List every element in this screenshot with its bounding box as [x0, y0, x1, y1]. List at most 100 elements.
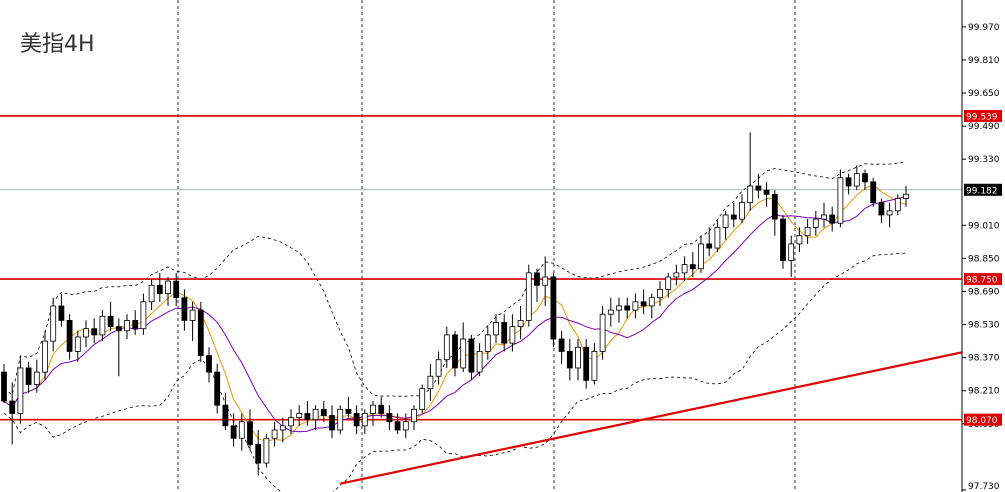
candle-body-67: [550, 276, 557, 340]
candle-71: [583, 339, 590, 389]
candle-84: [689, 252, 696, 278]
candle-body-5: [42, 340, 48, 373]
candle-67: [550, 272, 557, 348]
y-tick-label-4: 99.330: [968, 155, 1000, 165]
candle-body-87: [714, 226, 721, 249]
candle-73: [599, 305, 606, 360]
candle-body-30: [247, 421, 253, 445]
candle-body-13: [107, 315, 114, 328]
candle-30: [247, 409, 253, 451]
candle-body-109: [894, 198, 901, 212]
candle-body-79: [648, 297, 655, 307]
candle-body-27: [222, 404, 229, 427]
candle-43: [353, 405, 360, 435]
candle-body-1: [9, 400, 16, 414]
candle-body-0: [1, 371, 7, 402]
candle-35: [288, 409, 294, 435]
candle-102: [837, 169, 844, 228]
candle-65: [534, 268, 540, 302]
candle-77: [632, 293, 639, 319]
candle-8: [66, 314, 73, 360]
candle-body-51: [419, 388, 426, 410]
candle-body-80: [657, 289, 663, 299]
candle-body-35: [288, 417, 294, 427]
candle-body-24: [197, 309, 204, 356]
candle-body-14: [115, 326, 122, 332]
candle-body-6: [50, 305, 57, 342]
candle-47: [386, 405, 393, 430]
candle-body-44: [361, 413, 368, 427]
level-tag-1-bg: [964, 273, 1002, 286]
candle-body-97: [796, 235, 803, 245]
candle-40: [329, 405, 335, 439]
candle-64: [525, 264, 532, 327]
candle-63: [517, 305, 524, 340]
candle-body-110: [903, 193, 909, 199]
y-tick-label-9: 98.370: [968, 354, 1000, 364]
candle-body-49: [402, 421, 409, 431]
candle-4: [33, 359, 40, 393]
candle-body-88: [722, 214, 729, 228]
candle-body-96: [788, 243, 795, 261]
candle-body-20: [165, 280, 171, 294]
candle-9: [74, 330, 81, 362]
candle-95: [780, 214, 786, 269]
candle-body-18: [148, 284, 155, 303]
candle-91: [747, 132, 754, 211]
candle-14: [115, 318, 122, 377]
y-tick-label-6: 98.850: [968, 254, 1000, 264]
candle-48: [394, 413, 401, 435]
y-tick-label-3: 99.490: [968, 122, 1000, 132]
candle-101: [829, 206, 836, 232]
candle-76: [624, 297, 631, 319]
candle-body-47: [386, 413, 393, 423]
candle-87: [714, 219, 721, 253]
candle-body-93: [763, 189, 770, 195]
candle-56: [460, 322, 467, 373]
candle-55: [452, 330, 458, 377]
candle-body-39: [320, 408, 327, 416]
candle-0: [1, 363, 7, 404]
candle-29: [238, 413, 245, 451]
candle-66: [542, 256, 549, 306]
candle-11: [91, 318, 98, 344]
candle-body-74: [607, 309, 614, 315]
y-tick-label-5: 99.010: [968, 221, 1000, 231]
candle-body-58: [476, 351, 483, 373]
y-tick-label-0: 99.970: [968, 23, 1000, 33]
candle-49: [402, 413, 409, 439]
horizontal-levels: [0, 115, 962, 421]
candle-body-83: [681, 264, 688, 274]
candle-body-90: [739, 202, 745, 220]
candle-51: [419, 384, 426, 414]
candle-body-16: [132, 320, 139, 330]
candle-10: [83, 320, 89, 348]
candle-68: [558, 330, 565, 364]
candle-18: [148, 279, 155, 311]
candle-body-28: [230, 425, 237, 439]
candle-body-62: [509, 326, 516, 344]
candle-body-75: [616, 305, 622, 311]
candle-body-99: [812, 218, 819, 228]
candle-2: [17, 355, 24, 424]
candle-body-37: [304, 413, 311, 421]
candle-body-3: [25, 367, 32, 385]
candle-81: [665, 272, 672, 298]
candle-body-59: [484, 334, 491, 352]
candle-body-52: [427, 375, 434, 390]
candle-body-11: [91, 328, 98, 336]
candle-109: [894, 194, 901, 215]
candle-body-31: [255, 444, 262, 464]
candle-body-21: [173, 280, 180, 299]
candle-100: [821, 202, 827, 228]
candle-26: [214, 363, 221, 414]
candle-body-65: [534, 272, 540, 286]
candle-46: [378, 396, 385, 418]
candle-59: [484, 326, 491, 360]
candle-body-89: [730, 214, 737, 220]
candle-body-72: [591, 351, 598, 381]
candle-107: [878, 198, 885, 224]
candle-body-17: [140, 301, 147, 330]
candle-body-101: [829, 214, 836, 224]
level-tag-2: 98.070: [966, 416, 998, 426]
